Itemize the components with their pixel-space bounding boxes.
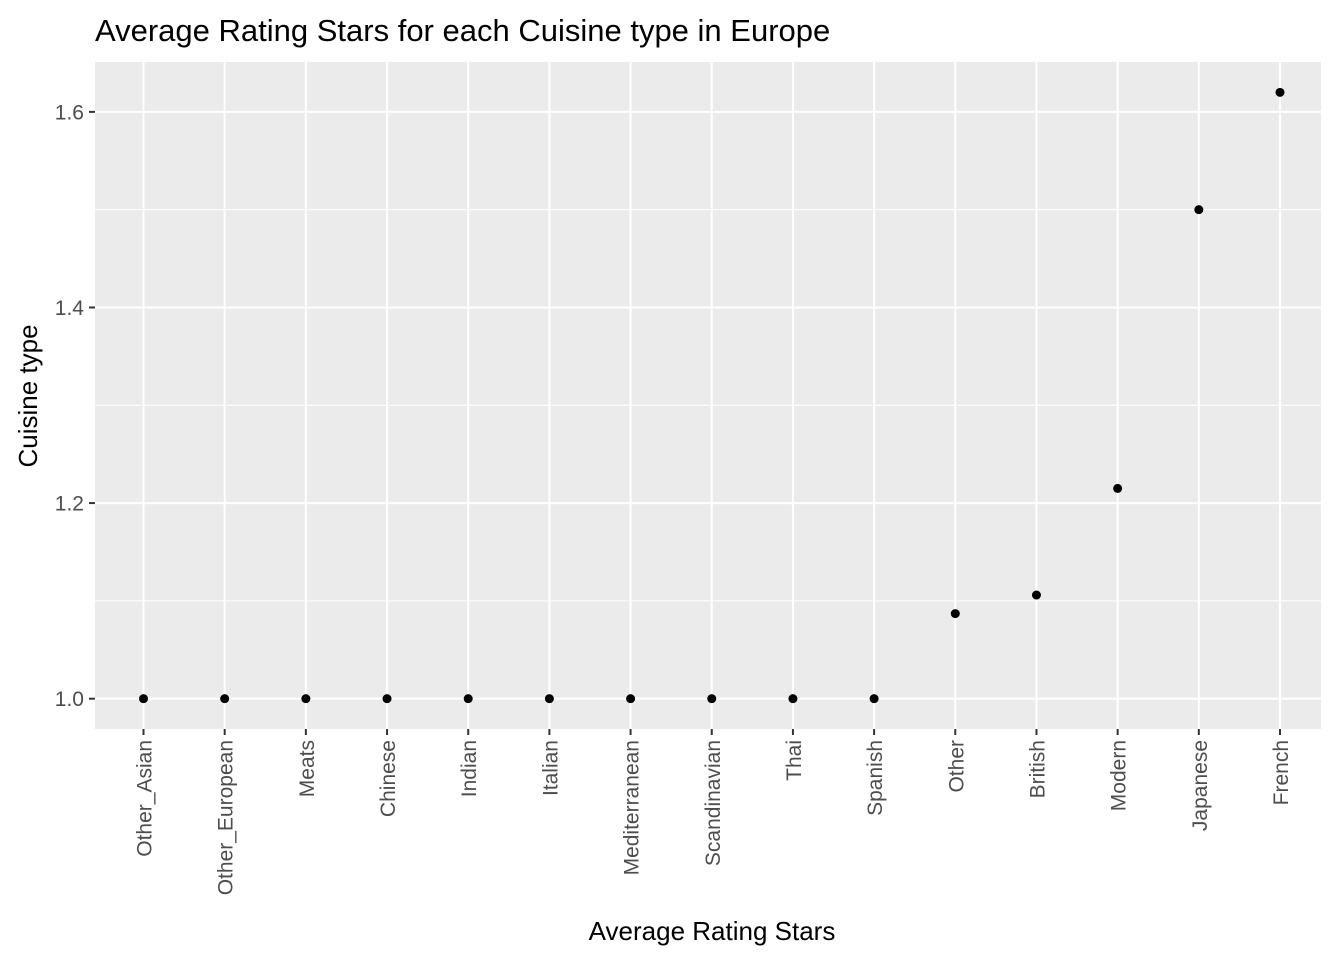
- x-tick-label: Thai: [783, 740, 806, 781]
- data-point: [788, 694, 798, 704]
- data-point: [626, 694, 636, 704]
- x-tick-label: Mediterranean: [621, 740, 644, 875]
- data-point: [382, 694, 392, 704]
- x-tick-label: Spanish: [864, 740, 887, 816]
- x-tick-label: Other: [945, 740, 968, 793]
- x-tick-label: British: [1026, 740, 1049, 798]
- data-point: [1031, 590, 1041, 600]
- data-points: [139, 87, 1285, 704]
- x-tick-label: Indian: [458, 740, 481, 797]
- data-point: [544, 694, 554, 704]
- y-tick-label: 1.2: [55, 493, 84, 516]
- data-point: [869, 694, 879, 704]
- y-tick-label: 1.0: [55, 688, 84, 711]
- data-point: [950, 609, 960, 619]
- y-tick-label: 1.4: [55, 297, 85, 320]
- y-axis-title: Cuisine type: [13, 324, 43, 467]
- x-tick-label: Other_European: [215, 740, 238, 895]
- chart-title: Average Rating Stars for each Cuisine ty…: [95, 13, 830, 48]
- x-tick-label: Other_Asian: [134, 740, 157, 857]
- x-tick-label: Modern: [1108, 740, 1131, 811]
- x-tick-label: Italian: [539, 740, 562, 796]
- data-point: [463, 694, 473, 704]
- x-tick-label: Scandinavian: [702, 740, 725, 866]
- x-tick-label: Chinese: [377, 740, 400, 817]
- data-point: [1194, 205, 1204, 215]
- major-gridlines: [95, 62, 1321, 729]
- data-point: [707, 694, 717, 704]
- data-point: [1275, 87, 1285, 97]
- data-point: [1113, 483, 1123, 493]
- data-point: [139, 694, 148, 704]
- x-axis: Other_Asian Other_European Meats Chinese Ind…: [134, 729, 1293, 895]
- y-tick-label: 1.6: [55, 101, 84, 124]
- x-tick-label: Japanese: [1189, 740, 1212, 831]
- x-axis-title: Average Rating Stars: [589, 916, 836, 946]
- plot-panel: [95, 62, 1321, 729]
- data-point: [220, 694, 230, 704]
- y-axis: 1.0 1.2 1.4 1.6: [55, 101, 95, 711]
- data-point: [301, 694, 311, 704]
- x-tick-label: Meats: [296, 740, 319, 797]
- x-tick-label: French: [1270, 740, 1293, 805]
